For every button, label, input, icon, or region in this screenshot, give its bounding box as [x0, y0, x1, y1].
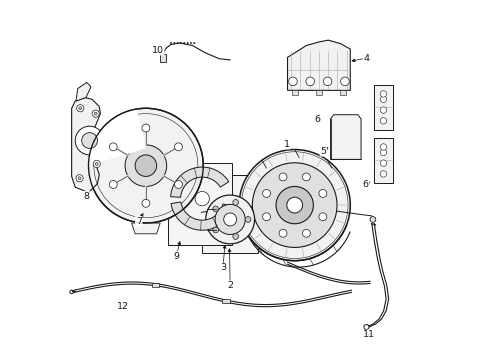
Circle shape	[380, 171, 386, 177]
Circle shape	[380, 144, 386, 150]
Circle shape	[302, 229, 310, 237]
Circle shape	[305, 77, 314, 86]
Text: 8: 8	[83, 192, 89, 201]
Circle shape	[232, 234, 238, 239]
Circle shape	[215, 204, 244, 234]
Circle shape	[223, 213, 236, 226]
Circle shape	[135, 155, 156, 176]
Bar	[168, 163, 232, 245]
Polygon shape	[76, 82, 91, 101]
Circle shape	[323, 77, 331, 86]
Text: 9: 9	[173, 252, 179, 261]
Circle shape	[380, 91, 386, 97]
Circle shape	[177, 42, 178, 44]
Circle shape	[262, 213, 270, 221]
Circle shape	[262, 189, 270, 197]
Circle shape	[170, 42, 171, 44]
Circle shape	[380, 107, 386, 113]
Circle shape	[212, 206, 218, 212]
Text: 7: 7	[136, 217, 142, 226]
Circle shape	[369, 217, 375, 222]
Circle shape	[79, 107, 81, 110]
Bar	[291, 90, 297, 95]
Circle shape	[81, 133, 97, 148]
Circle shape	[88, 108, 203, 223]
Polygon shape	[330, 115, 360, 159]
Circle shape	[93, 160, 100, 167]
Circle shape	[252, 163, 336, 247]
Polygon shape	[287, 40, 349, 90]
Text: 12: 12	[117, 302, 129, 311]
Circle shape	[205, 195, 254, 244]
Circle shape	[276, 186, 313, 224]
Text: 5: 5	[320, 147, 325, 156]
Circle shape	[142, 199, 149, 207]
Circle shape	[174, 143, 182, 151]
Text: 11: 11	[363, 330, 374, 339]
Circle shape	[279, 229, 286, 237]
Circle shape	[77, 105, 83, 112]
Text: 1: 1	[283, 140, 289, 149]
Text: 4: 4	[363, 54, 368, 63]
Circle shape	[302, 173, 310, 181]
Circle shape	[244, 217, 250, 222]
Circle shape	[288, 77, 297, 86]
Circle shape	[212, 227, 218, 233]
Circle shape	[286, 197, 302, 213]
Text: 3: 3	[220, 264, 225, 273]
Circle shape	[180, 42, 182, 44]
Circle shape	[380, 96, 386, 103]
Circle shape	[75, 126, 104, 155]
Circle shape	[142, 124, 149, 132]
Circle shape	[173, 42, 175, 44]
Circle shape	[232, 199, 238, 205]
Circle shape	[380, 160, 386, 166]
Circle shape	[95, 162, 98, 165]
Polygon shape	[373, 138, 392, 183]
Circle shape	[195, 192, 209, 206]
Polygon shape	[88, 109, 145, 166]
Circle shape	[109, 180, 117, 188]
Text: 2: 2	[227, 281, 233, 290]
Circle shape	[363, 324, 368, 329]
Polygon shape	[72, 98, 100, 193]
Circle shape	[380, 118, 386, 124]
Circle shape	[78, 177, 81, 180]
Circle shape	[239, 149, 349, 261]
Text: 10: 10	[151, 46, 163, 55]
Bar	[152, 283, 159, 287]
Circle shape	[92, 110, 99, 117]
Circle shape	[340, 77, 348, 86]
Text: 6: 6	[362, 180, 368, 189]
Bar	[222, 299, 229, 303]
Circle shape	[174, 180, 182, 188]
Text: 6: 6	[314, 115, 320, 124]
Circle shape	[76, 175, 83, 182]
Bar	[160, 54, 165, 62]
Polygon shape	[171, 202, 232, 230]
Bar	[202, 175, 258, 253]
Circle shape	[70, 290, 73, 294]
Bar	[315, 90, 321, 95]
Circle shape	[380, 149, 386, 156]
Circle shape	[318, 213, 326, 221]
Polygon shape	[373, 85, 392, 130]
Circle shape	[190, 42, 191, 44]
Bar	[340, 90, 346, 95]
Circle shape	[318, 189, 326, 197]
Circle shape	[125, 145, 166, 186]
Circle shape	[279, 173, 286, 181]
Circle shape	[186, 42, 188, 44]
Circle shape	[193, 42, 195, 44]
Circle shape	[183, 42, 184, 44]
Circle shape	[109, 143, 117, 151]
Circle shape	[94, 112, 97, 115]
Polygon shape	[170, 167, 228, 197]
Polygon shape	[131, 223, 160, 234]
